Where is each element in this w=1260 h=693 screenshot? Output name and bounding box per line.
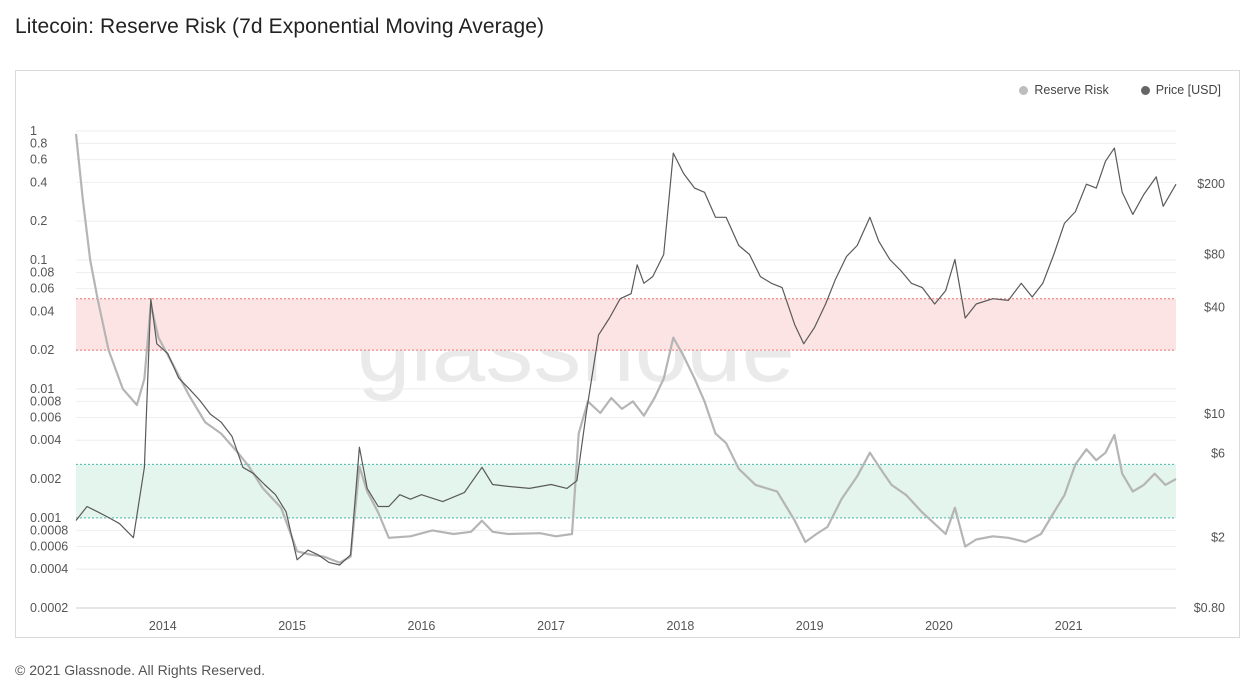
y-left-tick-label: 0.8 — [30, 136, 47, 150]
series-line-price — [75, 147, 1177, 566]
page-title: Litecoin: Reserve Risk (7d Exponential M… — [15, 15, 545, 38]
chart-svg: glassnode10.80.60.40.20.10.080.060.040.0… — [30, 124, 1225, 633]
x-tick-label: 2015 — [278, 619, 306, 633]
y-left-tick-label: 0.08 — [30, 265, 54, 279]
y-right-tick-label: $10 — [1204, 407, 1225, 421]
y-right-tick-label: $6 — [1211, 446, 1225, 460]
chart-container: glassnode10.80.60.40.20.10.080.060.040.0… — [15, 70, 1240, 638]
legend-dot-price — [1140, 85, 1150, 95]
x-tick-label: 2020 — [925, 619, 953, 633]
y-left-tick-label: 1 — [30, 124, 37, 138]
x-tick-label: 2018 — [666, 619, 694, 633]
legend: Reserve Risk Price [USD] — [1019, 83, 1221, 97]
y-left-tick-label: 0.0006 — [30, 539, 68, 553]
x-tick-label: 2019 — [796, 619, 824, 633]
y-right-tick-label: $80 — [1204, 248, 1225, 262]
y-right-tick-label: $40 — [1204, 301, 1225, 315]
y-left-tick-label: 0.001 — [30, 511, 61, 525]
series-line-reserve-risk — [74, 133, 1177, 564]
legend-label-reserve-risk: Reserve Risk — [1034, 83, 1109, 97]
y-left-tick-label: 0.0008 — [30, 523, 68, 537]
y-left-tick-label: 0.004 — [30, 433, 61, 447]
legend-item-price[interactable]: Price [USD] — [1140, 83, 1221, 97]
x-tick-label: 2016 — [408, 619, 436, 633]
legend-dot-reserve-risk — [1019, 85, 1029, 95]
y-left-tick-label: 0.002 — [30, 472, 61, 486]
y-left-tick-label: 0.008 — [30, 394, 61, 408]
y-left-tick-label: 0.6 — [30, 153, 47, 167]
y-left-tick-label: 0.01 — [30, 382, 54, 396]
legend-item-reserve-risk[interactable]: Reserve Risk — [1019, 83, 1109, 97]
y-left-tick-label: 0.06 — [30, 282, 54, 296]
band-high — [76, 298, 1176, 351]
x-tick-label: 2017 — [537, 619, 565, 633]
y-left-tick-label: 0.0002 — [30, 601, 68, 615]
copyright-footer: © 2021 Glassnode. All Rights Reserved. — [15, 662, 266, 678]
y-left-tick-label: 0.1 — [30, 253, 47, 267]
y-left-tick-label: 0.02 — [30, 343, 54, 357]
y-right-tick-label: $0.80 — [1194, 601, 1225, 615]
band-low — [76, 464, 1176, 518]
y-left-tick-label: 0.006 — [30, 411, 61, 425]
x-tick-label: 2014 — [149, 619, 177, 633]
y-left-tick-label: 0.2 — [30, 214, 47, 228]
y-right-tick-label: $200 — [1197, 177, 1225, 191]
y-left-tick-label: 0.0004 — [30, 562, 68, 576]
y-right-tick-label: $2 — [1211, 531, 1225, 545]
y-left-tick-label: 0.4 — [30, 175, 47, 189]
y-left-tick-label: 0.04 — [30, 304, 54, 318]
x-tick-label: 2021 — [1055, 619, 1083, 633]
legend-label-price: Price [USD] — [1155, 83, 1221, 97]
